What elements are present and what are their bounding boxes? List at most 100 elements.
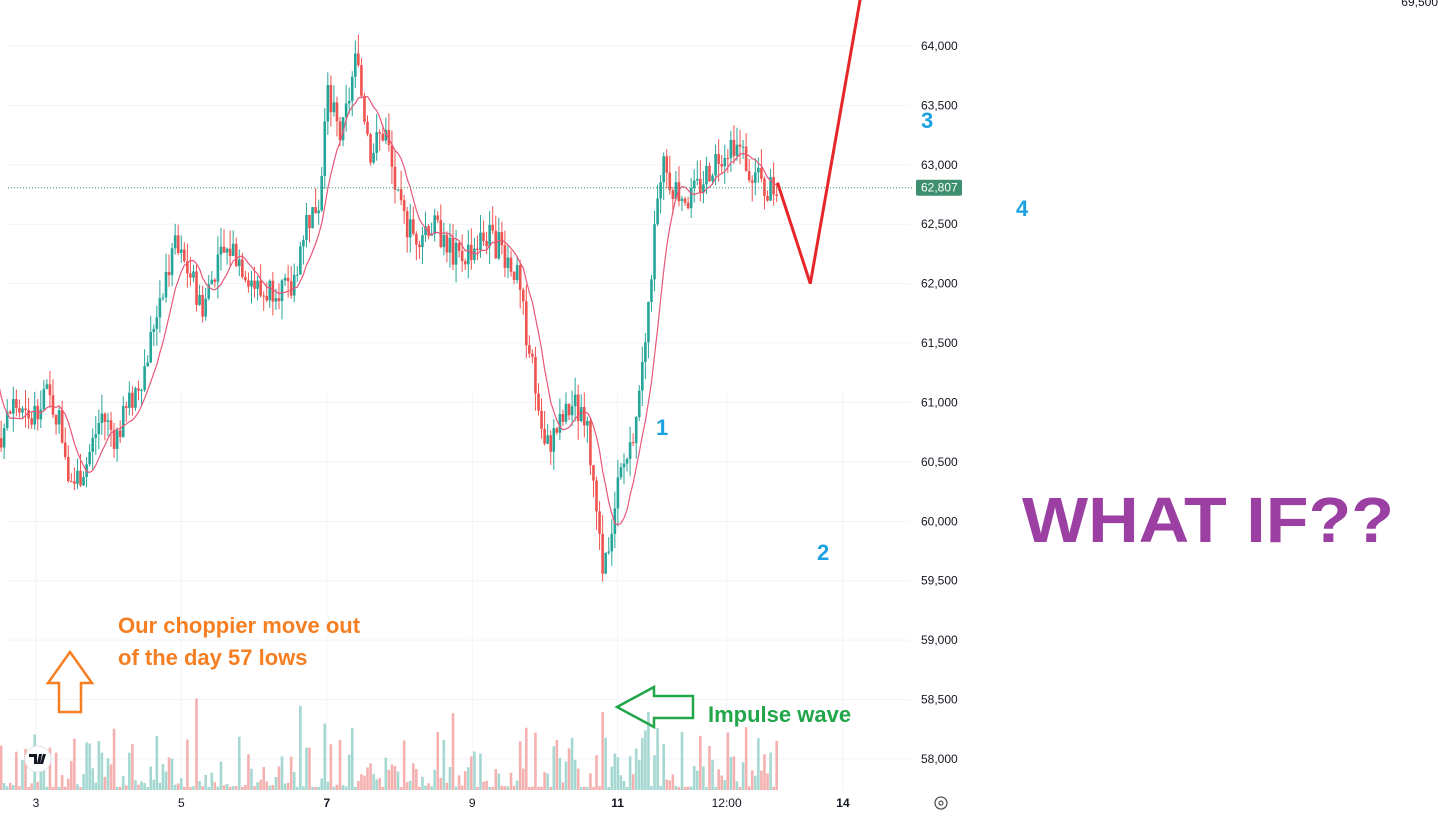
candle-body bbox=[528, 345, 531, 354]
volume-bar bbox=[683, 786, 687, 790]
volume-bar bbox=[521, 768, 525, 790]
settings-icon[interactable] bbox=[934, 796, 948, 810]
volume-bar bbox=[637, 759, 641, 790]
volume-bar bbox=[717, 769, 720, 790]
volume-bar bbox=[164, 771, 168, 790]
candle-body bbox=[717, 154, 720, 164]
candle-body bbox=[512, 271, 516, 280]
volume-bar bbox=[170, 758, 174, 790]
candle-body bbox=[546, 435, 549, 444]
volume-bar bbox=[121, 776, 125, 790]
candle-body bbox=[466, 244, 470, 265]
candle-body bbox=[534, 356, 537, 394]
volume-bar bbox=[173, 784, 177, 790]
candle-body bbox=[295, 274, 299, 276]
candle-body bbox=[747, 171, 751, 181]
volume-bar bbox=[366, 767, 369, 790]
volume-bar bbox=[534, 732, 537, 790]
candle-body bbox=[12, 399, 15, 414]
volume-bar bbox=[485, 780, 488, 790]
candle-body bbox=[2, 427, 6, 448]
candle-body bbox=[741, 146, 745, 148]
volume-bar bbox=[295, 786, 299, 790]
wave-label-2: 2 bbox=[817, 540, 829, 565]
volume-bar bbox=[405, 782, 409, 790]
candle-body bbox=[341, 117, 345, 141]
candle-body bbox=[91, 437, 95, 452]
candle-body bbox=[244, 277, 247, 281]
candle-body bbox=[250, 280, 253, 287]
candle-body bbox=[396, 189, 400, 191]
candle-body bbox=[677, 182, 681, 202]
green-left-arrow-icon bbox=[614, 684, 695, 730]
candle-body bbox=[592, 465, 595, 481]
candle-body bbox=[732, 139, 736, 156]
candle-body bbox=[775, 194, 778, 196]
volume-bar bbox=[283, 783, 287, 790]
projected-wave-path bbox=[776, 0, 862, 285]
volume-bar bbox=[2, 783, 6, 790]
candle-body bbox=[357, 53, 360, 66]
candle-body bbox=[170, 248, 174, 276]
volume-bar bbox=[70, 761, 73, 790]
candle-body bbox=[167, 271, 171, 276]
candle-body bbox=[753, 172, 757, 183]
candle-body bbox=[161, 297, 165, 299]
candle-body bbox=[686, 202, 690, 209]
candle-body bbox=[769, 177, 772, 201]
candle-body bbox=[497, 232, 501, 259]
candle-body bbox=[234, 243, 238, 267]
y-tick-label: 58,500 bbox=[921, 693, 958, 707]
volume-bar bbox=[479, 753, 482, 790]
volume-bar bbox=[262, 767, 265, 790]
candle-body bbox=[292, 274, 296, 296]
candle-body bbox=[253, 280, 256, 289]
candle-body bbox=[186, 261, 189, 274]
volume-bar bbox=[363, 775, 366, 790]
volume-bar bbox=[448, 767, 452, 790]
volume-bar bbox=[442, 740, 446, 790]
candle-body bbox=[314, 207, 317, 214]
volume-bar bbox=[482, 781, 485, 790]
volume-bar bbox=[137, 784, 140, 790]
candle-body bbox=[164, 271, 168, 298]
volume-bar bbox=[750, 770, 754, 790]
wave-label-3: 3 bbox=[921, 108, 933, 133]
candle-body bbox=[573, 394, 577, 407]
volume-bar bbox=[595, 755, 598, 790]
candle-body bbox=[766, 196, 769, 201]
candle-body bbox=[201, 294, 204, 317]
orange-up-arrow-icon bbox=[45, 649, 95, 714]
wave-label-4: 4 bbox=[1016, 196, 1029, 221]
volume-bar bbox=[82, 774, 85, 790]
candle-body bbox=[555, 428, 559, 433]
volume-bar bbox=[210, 772, 214, 790]
candle-body bbox=[604, 552, 607, 574]
volume-bar bbox=[564, 761, 568, 790]
volume-bar bbox=[476, 786, 479, 790]
volume-bar bbox=[738, 786, 742, 790]
current-price-tag: 62,807 bbox=[916, 179, 962, 196]
candle-body bbox=[708, 165, 711, 182]
candle-body bbox=[24, 408, 27, 410]
candle-body bbox=[537, 393, 540, 411]
candle-body bbox=[216, 254, 220, 282]
candle-body bbox=[579, 407, 583, 422]
volume-bar bbox=[610, 766, 614, 790]
volume-bar bbox=[433, 769, 436, 790]
candle-body bbox=[344, 103, 348, 118]
candle-body bbox=[195, 271, 198, 305]
candle-body bbox=[705, 165, 708, 185]
volume-bar bbox=[769, 752, 772, 790]
volume-bar bbox=[689, 786, 693, 790]
volume-bar bbox=[265, 781, 269, 790]
candle-body bbox=[8, 411, 12, 414]
volume-bar bbox=[671, 774, 675, 790]
candle-body bbox=[647, 301, 650, 343]
volume-bar bbox=[677, 786, 681, 790]
volume-bar bbox=[552, 746, 556, 790]
candle-body bbox=[683, 198, 687, 203]
volume-bar bbox=[140, 781, 143, 790]
volume-bar bbox=[152, 779, 156, 790]
candle-body bbox=[88, 451, 91, 465]
